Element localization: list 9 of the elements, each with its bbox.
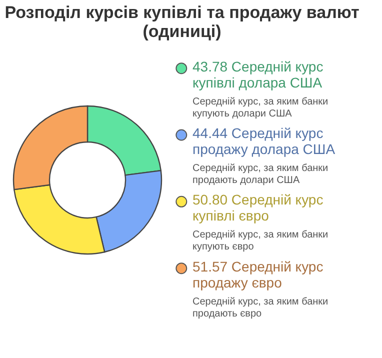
text: Середній курс, за яким банки продають долари США	[192, 163, 328, 186]
text: Середній курс, за яким банки продають євро	[192, 296, 328, 320]
legend-label: 51.57 Середній курс продажу євро	[192, 258, 324, 290]
legend-label: 43.78 Середній курс купівлі долара США	[192, 58, 324, 90]
text: Середній курс, за яким банки купують долари США	[192, 96, 328, 120]
text: Середній курс, за яким банки купують євро	[192, 230, 328, 253]
chart-title: Розподіл курсів купівлі та продажу валют (одиниці)	[4, 3, 360, 41]
legend-label: 44.44 Середній курс продажу долара США	[192, 125, 336, 157]
legend-label: 50.80 Середній курс купівлі євро	[192, 192, 324, 224]
